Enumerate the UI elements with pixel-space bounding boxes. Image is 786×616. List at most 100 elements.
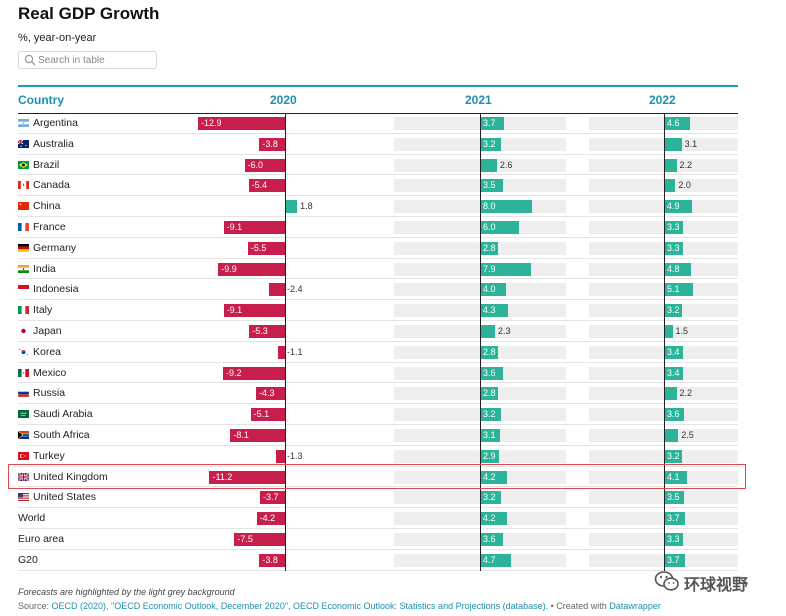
germany-flag-icon xyxy=(18,243,29,252)
value-label-indonesia-2022: 5.1 xyxy=(667,284,680,295)
value-label-japan-2020: -5.3 xyxy=(252,326,268,336)
bar-russia-2022 xyxy=(664,387,677,401)
bar-australia-2020 xyxy=(259,137,285,151)
value-label-euro-area-2022: 3.3 xyxy=(667,534,680,544)
forecast-cell-bg xyxy=(589,512,738,526)
value-label-united-states-2020: -3.7 xyxy=(263,492,279,503)
forecast-cell-bg xyxy=(589,366,738,380)
country-label-brazil: Brazil xyxy=(33,158,60,171)
bar-india-2022 xyxy=(664,262,692,276)
bar-world-2020 xyxy=(256,512,285,526)
table-row: India -9.9 7.9 4.8 xyxy=(18,259,738,280)
column-header-2020[interactable]: 2020 xyxy=(270,93,297,107)
japan-flag-icon xyxy=(18,327,29,335)
value-label-japan-2022: 1.5 xyxy=(675,326,689,336)
country-label-mexico: Mexico xyxy=(33,366,67,379)
turkey-flag-icon xyxy=(18,451,29,460)
value-label-world-2022: 3.7 xyxy=(667,513,680,524)
forecast-cell-bg xyxy=(589,179,738,193)
country-label-south-africa: South Africa xyxy=(33,429,90,441)
value-label-italy-2020: -9.1 xyxy=(226,305,243,316)
table-row: Indonesia -2.4 4.0 5.1 xyxy=(18,279,738,301)
bar-turkey-2020 xyxy=(276,449,285,463)
table-row: United Kingdom -11.2 4.2 4.1 xyxy=(18,467,738,488)
country-label-japan: Japan xyxy=(33,325,62,337)
bar-saudi-arabia-2020 xyxy=(250,408,285,422)
bar-united-states-2020 xyxy=(260,491,285,505)
bar-argentina-2021 xyxy=(480,117,505,130)
bar-united-states-2021 xyxy=(480,491,501,505)
brazil-flag-icon xyxy=(18,160,29,169)
bar-south-africa-2021 xyxy=(480,429,501,442)
forecast-cell-bg xyxy=(589,137,738,151)
value-label-g20-2021: 4.7 xyxy=(483,554,496,565)
value-label-mexico-2022: 3.4 xyxy=(667,367,680,378)
value-label-brazil-2021: 2.6 xyxy=(499,159,513,170)
search-box[interactable] xyxy=(18,51,157,69)
value-label-italy-2022: 3.2 xyxy=(667,305,680,316)
bar-japan-2022 xyxy=(664,325,673,338)
bar-euro-area-2022 xyxy=(664,533,683,546)
argentina-flag-icon xyxy=(18,119,29,127)
value-label-united-kingdom-2022: 4.1 xyxy=(667,471,680,482)
country-label-france: France xyxy=(33,221,66,233)
russia-flag-icon xyxy=(18,389,29,398)
value-label-korea-2022: 3.4 xyxy=(667,346,680,357)
value-label-germany-2022: 3.3 xyxy=(667,242,680,253)
value-label-germany-2021: 2.8 xyxy=(483,242,496,253)
saudi-arabia-flag-icon xyxy=(18,410,29,419)
table-row: Australia -3.8 3.2 3.1 xyxy=(18,134,738,155)
value-label-south-africa-2021: 3.1 xyxy=(483,430,496,440)
france-flag-icon xyxy=(18,223,29,231)
value-label-china-2021: 8.0 xyxy=(483,201,496,212)
bar-indonesia-2022 xyxy=(664,283,693,297)
forecast-cell-bg xyxy=(589,345,738,359)
bar-mexico-2022 xyxy=(664,366,684,380)
value-label-australia-2020: -3.8 xyxy=(262,138,278,149)
bar-argentina-2022 xyxy=(664,117,691,130)
country-label-euro-area: Euro area xyxy=(18,533,65,545)
chart-title: Real GDP Growth xyxy=(18,4,160,23)
mexico-flag-icon xyxy=(18,368,29,377)
chart-subtitle: %, year-on-year xyxy=(18,32,97,44)
bar-brazil-2021 xyxy=(480,158,497,172)
value-label-australia-2021: 3.2 xyxy=(483,138,496,149)
india-flag-icon xyxy=(18,264,29,273)
value-label-canada-2020: -5.4 xyxy=(251,180,268,191)
country-label-united-states: United States xyxy=(33,491,97,504)
bar-turkey-2022 xyxy=(664,449,683,463)
value-label-g20-2020: -3.8 xyxy=(262,554,278,565)
country-label-china: China xyxy=(33,200,61,213)
bar-south-africa-2022 xyxy=(664,429,679,442)
bar-italy-2021 xyxy=(480,304,508,318)
footnote: Forecasts are highlighted by the light g… xyxy=(18,587,235,597)
bar-indonesia-2020 xyxy=(268,283,285,297)
value-label-canada-2022: 2.0 xyxy=(678,180,691,191)
header-rule xyxy=(18,113,738,114)
forecast-cell-bg xyxy=(589,533,738,546)
value-label-world-2020: -4.2 xyxy=(259,513,276,524)
forecast-cell-bg xyxy=(589,408,738,422)
value-label-argentina-2022: 4.6 xyxy=(667,118,680,128)
value-label-france-2020: -9.1 xyxy=(226,222,243,232)
source-link[interactable]: OECD (2020), "OECD Economic Outlook, Dec… xyxy=(51,601,549,611)
value-label-south-africa-2020: -8.1 xyxy=(233,430,249,440)
country-label-united-kingdom: United Kingdom xyxy=(33,470,108,483)
table-row: World -4.2 4.2 3.7 xyxy=(18,508,738,529)
bar-united-states-2022 xyxy=(664,491,684,505)
bar-china-2022 xyxy=(664,200,692,214)
value-label-saudi-arabia-2020: -5.1 xyxy=(253,409,270,420)
bar-south-africa-2020 xyxy=(230,429,285,442)
column-header-2022[interactable]: 2022 xyxy=(649,93,676,107)
bar-germany-2021 xyxy=(480,241,499,255)
datawrapper-link[interactable]: Datawrapper xyxy=(609,601,661,611)
search-input[interactable] xyxy=(38,53,154,67)
forecast-cell-bg xyxy=(589,200,738,214)
value-label-united-kingdom-2021: 4.2 xyxy=(483,471,496,482)
value-label-g20-2022: 3.7 xyxy=(667,554,680,565)
value-label-russia-2022: 2.2 xyxy=(679,388,693,399)
country-label-italy: Italy xyxy=(33,304,53,317)
column-header-country[interactable]: Country xyxy=(18,93,64,107)
forecast-cell-bg xyxy=(589,553,738,567)
column-header-2021[interactable]: 2021 xyxy=(465,93,492,107)
